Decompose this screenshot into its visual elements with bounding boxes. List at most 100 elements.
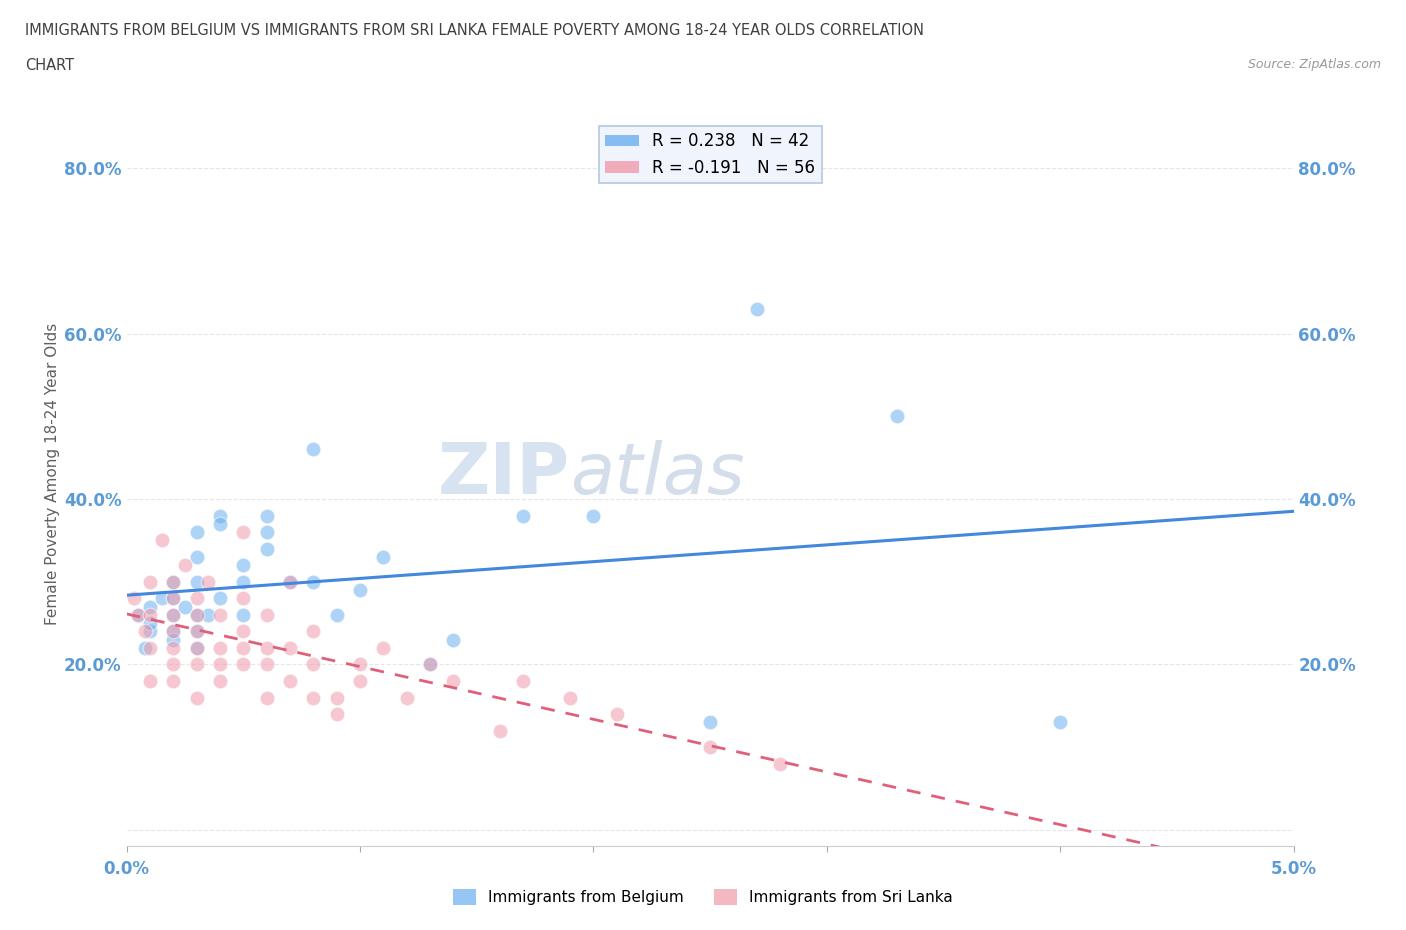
Point: [186, 525, 208, 539]
Text: CHART: CHART: [25, 58, 75, 73]
Point: [139, 641, 162, 656]
Point: [256, 641, 278, 656]
Point: [186, 624, 208, 639]
Point: [162, 575, 184, 590]
Point: [302, 442, 325, 457]
Point: [232, 575, 254, 590]
Point: [162, 607, 184, 622]
Point: [232, 525, 254, 539]
Point: [278, 641, 301, 656]
Point: [186, 607, 208, 622]
Point: [174, 558, 197, 573]
Point: [186, 690, 208, 705]
Point: [1049, 715, 1071, 730]
Point: [256, 508, 278, 523]
Y-axis label: Female Poverty Among 18-24 Year Olds: Female Poverty Among 18-24 Year Olds: [45, 324, 60, 626]
Point: [208, 508, 231, 523]
Point: [349, 582, 371, 597]
Point: [162, 657, 184, 671]
Text: Source: ZipAtlas.com: Source: ZipAtlas.com: [1247, 58, 1381, 71]
Point: [325, 607, 347, 622]
Point: [606, 707, 628, 722]
Point: [745, 301, 768, 316]
Point: [256, 541, 278, 556]
Point: [699, 739, 721, 754]
Point: [197, 575, 219, 590]
Point: [208, 516, 231, 531]
Point: [232, 558, 254, 573]
Point: [162, 641, 184, 656]
Point: [512, 673, 534, 688]
Point: [512, 508, 534, 523]
Point: [134, 624, 156, 639]
Point: [162, 575, 184, 590]
Point: [373, 550, 395, 565]
Point: [278, 575, 301, 590]
Text: ZIP: ZIP: [437, 440, 569, 509]
Point: [558, 690, 581, 705]
Point: [302, 575, 325, 590]
Point: [150, 591, 173, 605]
Legend: Immigrants from Belgium, Immigrants from Sri Lanka: Immigrants from Belgium, Immigrants from…: [447, 883, 959, 911]
Point: [232, 624, 254, 639]
Point: [325, 707, 347, 722]
Point: [150, 533, 173, 548]
Point: [162, 607, 184, 622]
Point: [441, 632, 464, 647]
Point: [122, 591, 145, 605]
Point: [208, 607, 231, 622]
Point: [419, 657, 441, 671]
Point: [769, 756, 792, 771]
Point: [186, 575, 208, 590]
Point: [582, 508, 605, 523]
Point: [886, 409, 908, 424]
Point: [139, 599, 162, 614]
Point: [208, 673, 231, 688]
Point: [699, 715, 721, 730]
Point: [208, 657, 231, 671]
Point: [162, 591, 184, 605]
Point: [186, 607, 208, 622]
Legend: R = 0.238   N = 42, R = -0.191   N = 56: R = 0.238 N = 42, R = -0.191 N = 56: [599, 126, 821, 183]
Point: [256, 607, 278, 622]
Point: [232, 641, 254, 656]
Point: [186, 591, 208, 605]
Point: [232, 591, 254, 605]
Point: [256, 657, 278, 671]
Point: [419, 657, 441, 671]
Point: [186, 624, 208, 639]
Point: [139, 575, 162, 590]
Point: [373, 641, 395, 656]
Point: [127, 607, 149, 622]
Point: [349, 673, 371, 688]
Point: [278, 575, 301, 590]
Point: [139, 616, 162, 631]
Point: [186, 657, 208, 671]
Point: [162, 673, 184, 688]
Point: [489, 724, 512, 738]
Point: [302, 624, 325, 639]
Point: [139, 624, 162, 639]
Point: [162, 624, 184, 639]
Point: [395, 690, 418, 705]
Point: [208, 641, 231, 656]
Text: atlas: atlas: [569, 440, 745, 509]
Point: [325, 690, 347, 705]
Point: [232, 657, 254, 671]
Point: [256, 525, 278, 539]
Point: [197, 607, 219, 622]
Point: [134, 641, 156, 656]
Point: [349, 657, 371, 671]
Point: [162, 632, 184, 647]
Point: [139, 607, 162, 622]
Point: [186, 641, 208, 656]
Point: [186, 550, 208, 565]
Point: [208, 591, 231, 605]
Point: [162, 624, 184, 639]
Point: [441, 673, 464, 688]
Point: [127, 607, 149, 622]
Point: [302, 657, 325, 671]
Point: [278, 673, 301, 688]
Point: [174, 599, 197, 614]
Point: [162, 591, 184, 605]
